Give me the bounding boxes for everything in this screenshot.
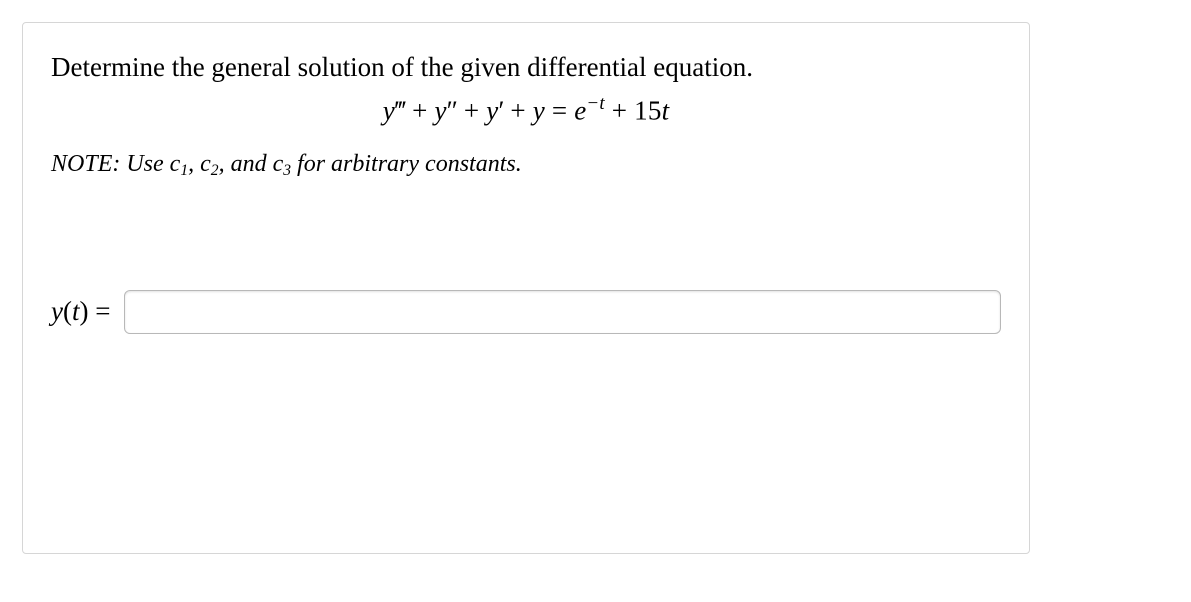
c1-sub: 1 xyxy=(180,162,188,179)
question-prompt: Determine the general solution of the gi… xyxy=(51,49,1001,85)
coeff-15: 15 xyxy=(634,96,661,126)
note-line: NOTE: Use c1, c2, and c3 for arbitrary c… xyxy=(51,151,1001,180)
note-sep2: , and xyxy=(219,151,273,177)
answer-input[interactable] xyxy=(124,290,1001,334)
answer-label: y(t) = xyxy=(51,296,110,327)
c2-sub: 2 xyxy=(211,162,219,179)
note-prefix: NOTE: Use xyxy=(51,151,170,177)
c3: c xyxy=(273,151,284,177)
equation: y‴ + y″ + y′ + y = e−t + 15t xyxy=(51,93,1001,126)
note-suffix: for arbitrary constants. xyxy=(291,151,522,177)
c3-sub: 3 xyxy=(283,162,291,179)
question-box: Determine the general solution of the gi… xyxy=(22,22,1030,554)
answer-y: y xyxy=(51,296,63,326)
note-sep1: , xyxy=(188,151,200,177)
answer-row: y(t) = xyxy=(51,290,1001,334)
answer-t: t xyxy=(72,296,80,326)
c1: c xyxy=(170,151,181,177)
exponent: −t xyxy=(586,93,604,114)
answer-equals: = xyxy=(89,296,111,326)
c2: c xyxy=(200,151,211,177)
